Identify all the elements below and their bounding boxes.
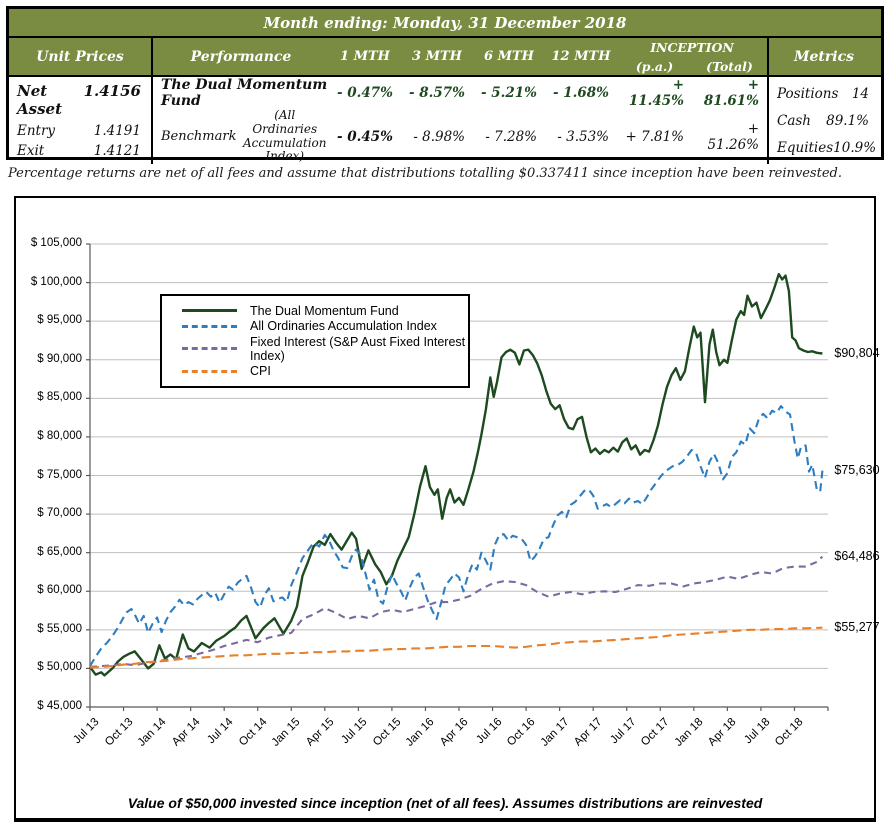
benchmark-1mth: - 0.45% <box>329 129 401 145</box>
benchmark-label: Benchmark <box>161 129 236 144</box>
chart-legend: The Dual Momentum Fund All Ordinaries Ac… <box>160 294 470 388</box>
y-axis-label: $ 95,000 <box>16 314 82 326</box>
chart-plot-area: $ 45,000 $ 50,000 $ 55,000 $ 60,000 $ 65,000… <box>16 198 874 818</box>
fund-report-page: Month ending: Monday, 31 December 2018 U… <box>0 0 890 826</box>
benchmark-12mth: - 3.53% <box>545 129 617 145</box>
y-axis-label: $ 75,000 <box>16 469 82 481</box>
legend-label: The Dual Momentum Fund <box>250 304 399 318</box>
positions-label: Positions <box>777 86 838 102</box>
unit-prices-header: Unit Prices <box>9 38 151 75</box>
metrics-row: Positions 14 <box>769 86 879 102</box>
fund-name: The Dual Momentum Fund <box>153 77 329 109</box>
fund-12mth: - 1.68% <box>545 85 617 101</box>
fees-footnote: Percentage returns are net of all fees a… <box>8 166 842 181</box>
col-header-pa: (p.a.) <box>617 59 692 74</box>
legend-label: CPI <box>250 364 271 378</box>
net-asset-label: Net Asset <box>17 82 84 118</box>
unit-prices-section: Net Asset 1.4156 Entry 1.4191 Exit 1.412… <box>9 77 151 164</box>
performance-header-group: Performance 1 MTH 3 MTH 6 MTH 12 MTH INC… <box>151 38 767 75</box>
fund-6mth: - 5.21% <box>473 85 545 101</box>
equities-value: 10.9% <box>833 140 876 156</box>
allords-line-sample-icon <box>182 325 237 328</box>
col-header-3mth: 3 MTH <box>401 49 473 64</box>
fixed-interest-line-sample-icon <box>182 347 237 350</box>
metrics-header: Metrics <box>767 38 879 75</box>
y-axis-label: $ 90,000 <box>16 353 82 365</box>
metrics-row: Equities 10.9% <box>769 140 879 156</box>
col-header-12mth: 12 MTH <box>545 49 617 64</box>
y-axis-label: $ 85,000 <box>16 391 82 403</box>
table-header-row: Unit Prices Performance 1 MTH 3 MTH 6 MT… <box>9 38 881 77</box>
report-title: Month ending: Monday, 31 December 2018 <box>9 9 881 38</box>
equities-label: Equities <box>777 140 833 156</box>
fund-line-sample-icon <box>182 309 237 312</box>
fund-1mth: - 0.47% <box>329 85 401 101</box>
performance-header: Performance <box>153 49 329 65</box>
legend-label: Fixed Interest (S&P Aust Fixed Interest … <box>250 335 468 363</box>
series-line-2 <box>90 557 822 667</box>
net-asset-value: 1.4156 <box>84 82 141 118</box>
fund-performance-row: The Dual Momentum Fund - 0.47% - 8.57% -… <box>153 77 767 109</box>
col-header-inception: INCEPTION <box>617 40 767 55</box>
performance-section: The Dual Momentum Fund - 0.47% - 8.57% -… <box>151 77 767 164</box>
table-body-row: Net Asset 1.4156 Entry 1.4191 Exit 1.412… <box>9 77 881 155</box>
chart-canvas <box>16 198 874 818</box>
y-axis-label: $ 80,000 <box>16 430 82 442</box>
exit-value: 1.4121 <box>94 143 141 159</box>
series-end-label-3: $55,277 <box>834 620 879 634</box>
chart-caption: Value of $50,000 invested since inceptio… <box>16 795 874 811</box>
series-end-label-0: $90,804 <box>834 346 879 360</box>
fund-3mth: - 8.57% <box>401 85 473 101</box>
performance-chart: $ 45,000 $ 50,000 $ 55,000 $ 60,000 $ 65,000… <box>14 196 876 822</box>
cpi-line-sample-icon <box>182 370 237 373</box>
legend-item-fixed-interest: Fixed Interest (S&P Aust Fixed Interest … <box>162 335 468 363</box>
fund-inception-pa: + 11.45% <box>617 77 692 109</box>
benchmark-sublabel: (All Ordinaries Accumulation Index) <box>240 109 329 164</box>
positions-value: 14 <box>852 86 869 102</box>
summary-table: Month ending: Monday, 31 December 2018 U… <box>6 6 884 160</box>
cash-value: 89.1% <box>826 113 869 129</box>
y-axis-label: $ 100,000 <box>16 276 82 288</box>
y-axis-label: $ 60,000 <box>16 584 82 596</box>
benchmark-3mth: - 8.98% <box>401 129 473 145</box>
fund-inception-total: + 81.61% <box>692 77 767 109</box>
legend-item-fund: The Dual Momentum Fund <box>162 304 468 318</box>
benchmark-name: Benchmark (All Ordinaries Accumulation I… <box>153 109 329 164</box>
series-end-label-2: $64,486 <box>834 549 879 563</box>
benchmark-inception-total: + 51.26% <box>692 121 767 153</box>
col-header-6mth: 6 MTH <box>473 49 545 64</box>
series-line-1 <box>90 406 822 666</box>
benchmark-inception-pa: + 7.81% <box>617 129 692 145</box>
legend-item-allords: All Ordinaries Accumulation Index <box>162 319 468 333</box>
unit-price-row: Net Asset 1.4156 <box>9 82 151 118</box>
benchmark-6mth: - 7.28% <box>473 129 545 145</box>
exit-label: Exit <box>17 143 44 159</box>
series-end-label-1: $75,630 <box>834 463 879 477</box>
y-axis-label: $ 55,000 <box>16 623 82 635</box>
entry-label: Entry <box>17 123 55 139</box>
col-header-total: (Total) <box>692 59 767 74</box>
y-axis-label: $ 65,000 <box>16 546 82 558</box>
entry-value: 1.4191 <box>94 123 141 139</box>
metrics-section: Positions 14 Cash 89.1% Equities 10.9% <box>767 77 879 164</box>
legend-item-cpi: CPI <box>162 364 468 378</box>
legend-label: All Ordinaries Accumulation Index <box>250 319 437 333</box>
unit-price-row: Entry 1.4191 <box>9 123 151 139</box>
y-axis-label: $ 50,000 <box>16 661 82 673</box>
unit-price-row: Exit 1.4121 <box>9 143 151 159</box>
y-axis-label: $ 70,000 <box>16 507 82 519</box>
metrics-row: Cash 89.1% <box>769 113 879 129</box>
y-axis-label: $ 105,000 <box>16 237 82 249</box>
benchmark-performance-row: Benchmark (All Ordinaries Accumulation I… <box>153 109 767 164</box>
cash-label: Cash <box>777 113 811 129</box>
series-line-3 <box>90 628 822 668</box>
col-header-1mth: 1 MTH <box>329 49 401 64</box>
y-axis-label: $ 45,000 <box>16 700 82 712</box>
